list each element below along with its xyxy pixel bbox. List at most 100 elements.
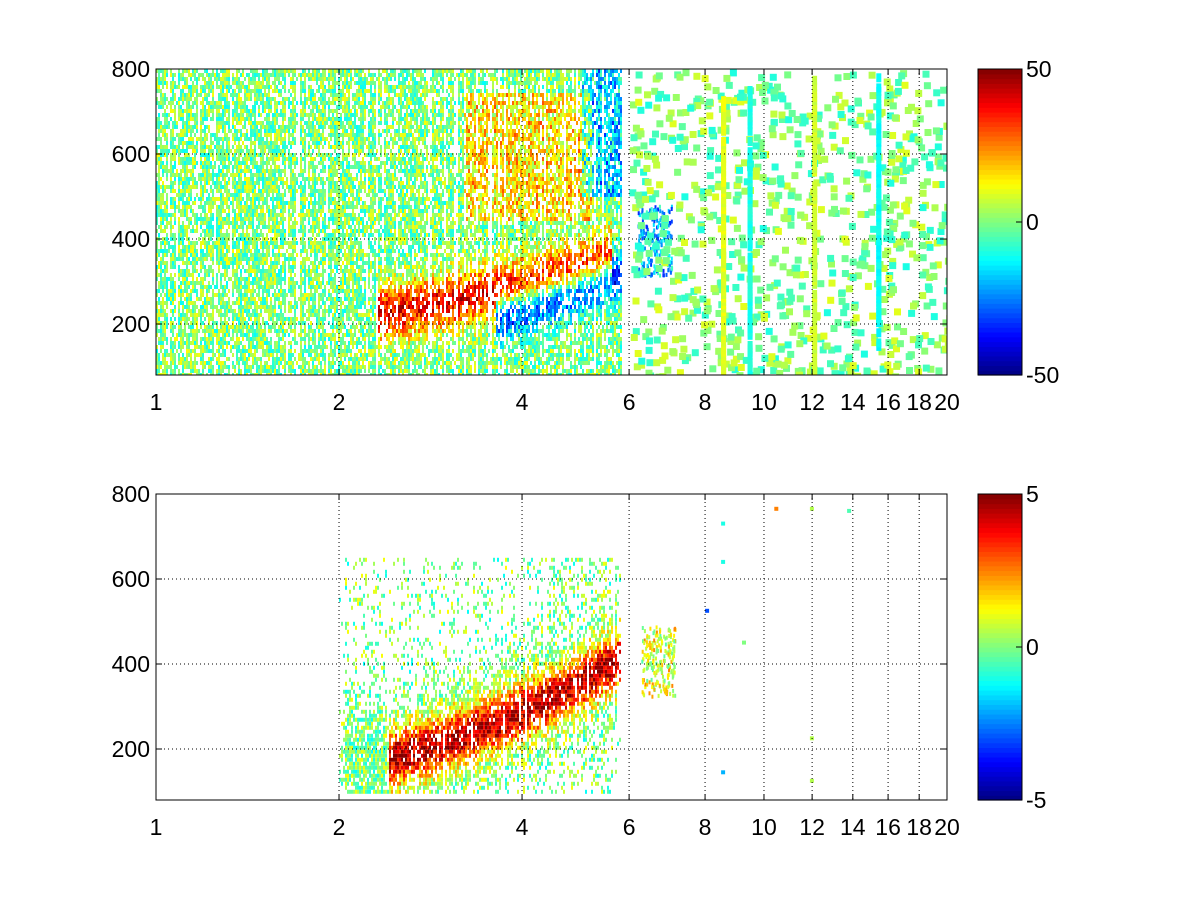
heatmap-cell bbox=[174, 249, 176, 253]
heatmap-cell bbox=[290, 69, 292, 73]
heatmap-cell bbox=[304, 121, 306, 125]
heatmap-cell bbox=[228, 129, 230, 133]
heatmap-cell bbox=[238, 301, 240, 305]
heatmap-cell bbox=[208, 357, 210, 361]
heatmap-cell bbox=[238, 181, 240, 185]
heatmap-cell bbox=[304, 89, 306, 93]
heatmap-cell bbox=[270, 297, 272, 301]
heatmap-cell bbox=[240, 285, 242, 289]
heatmap-cell bbox=[216, 121, 218, 125]
heatmap-cell bbox=[182, 317, 184, 321]
heatmap-cell bbox=[254, 253, 256, 257]
heatmap-cell bbox=[242, 241, 244, 245]
heatmap-cell bbox=[320, 293, 322, 297]
heatmap-cell bbox=[228, 193, 230, 197]
heatmap-cell bbox=[196, 121, 198, 125]
heatmap-cell bbox=[196, 229, 198, 233]
heatmap-cell bbox=[222, 369, 224, 373]
heatmap-cell bbox=[300, 221, 302, 225]
heatmap-cell bbox=[310, 293, 312, 297]
heatmap-cell bbox=[270, 153, 272, 157]
heatmap-cell bbox=[248, 169, 250, 173]
heatmap-cell bbox=[290, 189, 292, 193]
heatmap-cell bbox=[300, 117, 302, 121]
heatmap-cell bbox=[234, 93, 236, 97]
heatmap-cell bbox=[182, 365, 184, 369]
heatmap-cell bbox=[228, 101, 230, 105]
heatmap-cell bbox=[180, 193, 182, 197]
heatmap-cell bbox=[294, 293, 296, 297]
heatmap-cell bbox=[280, 205, 282, 209]
heatmap-cell bbox=[196, 257, 198, 261]
heatmap-cell bbox=[240, 257, 242, 261]
heatmap-cell bbox=[330, 249, 332, 253]
heatmap-cell bbox=[184, 361, 186, 365]
heatmap-cell bbox=[194, 177, 196, 181]
heatmap-cell bbox=[272, 157, 274, 161]
heatmap-cell bbox=[162, 309, 164, 313]
heatmap-cell bbox=[320, 189, 322, 193]
heatmap-cell bbox=[300, 113, 302, 117]
heatmap-cell bbox=[274, 81, 276, 85]
heatmap-cell bbox=[218, 349, 220, 353]
heatmap-cell bbox=[276, 277, 278, 281]
heatmap-cell bbox=[204, 269, 206, 273]
heatmap-cell bbox=[206, 233, 208, 237]
heatmap-cell bbox=[186, 113, 188, 117]
heatmap-cell bbox=[230, 85, 232, 89]
heatmap-cell bbox=[254, 345, 256, 349]
heatmap-cell bbox=[324, 313, 326, 317]
heatmap-cell bbox=[312, 141, 314, 145]
heatmap-cell bbox=[240, 201, 242, 205]
heatmap-cell bbox=[310, 273, 312, 277]
heatmap-cell bbox=[292, 97, 294, 101]
heatmap-cell bbox=[290, 233, 292, 237]
heatmap-cell bbox=[158, 125, 160, 129]
heatmap-cell bbox=[270, 169, 272, 173]
heatmap-cell bbox=[314, 125, 316, 129]
heatmap-cell bbox=[274, 185, 276, 189]
heatmap-cell bbox=[260, 93, 262, 97]
heatmap-cell bbox=[268, 293, 270, 297]
heatmap-cell bbox=[322, 157, 324, 161]
heatmap-cell bbox=[158, 209, 160, 213]
heatmap-cell bbox=[216, 185, 218, 189]
heatmap-cell bbox=[186, 105, 188, 109]
heatmap-cell bbox=[262, 153, 264, 157]
heatmap-cell bbox=[184, 245, 186, 249]
heatmap-cell bbox=[300, 353, 302, 357]
heatmap-cell bbox=[210, 213, 212, 217]
heatmap-cell bbox=[156, 69, 158, 73]
heatmap-cell bbox=[158, 365, 160, 369]
heatmap-cell bbox=[282, 253, 284, 257]
heatmap-cell bbox=[252, 337, 254, 341]
heatmap-cell bbox=[288, 349, 290, 353]
heatmap-cell bbox=[186, 305, 188, 309]
heatmap-cell bbox=[326, 233, 328, 237]
heatmap-cell bbox=[272, 121, 274, 125]
heatmap-cell bbox=[156, 349, 158, 353]
heatmap-cell bbox=[306, 97, 308, 101]
heatmap-cell bbox=[290, 141, 292, 145]
heatmap-cell bbox=[258, 317, 260, 321]
heatmap-cell bbox=[306, 297, 308, 301]
heatmap-cell bbox=[332, 121, 334, 125]
heatmap-cell bbox=[258, 297, 260, 301]
heatmap-cell bbox=[220, 365, 222, 369]
heatmap-cell bbox=[274, 205, 276, 209]
heatmap-cell bbox=[162, 281, 164, 285]
heatmap-cell bbox=[224, 177, 226, 181]
heatmap-cell bbox=[332, 277, 334, 281]
heatmap-cell bbox=[332, 229, 334, 233]
heatmap-cell bbox=[302, 113, 304, 117]
heatmap-cell bbox=[206, 341, 208, 345]
heatmap-cell bbox=[334, 289, 336, 293]
heatmap-cell bbox=[218, 265, 220, 269]
heatmap-cell bbox=[200, 337, 202, 341]
heatmap-cell bbox=[212, 157, 214, 161]
heatmap-cell bbox=[166, 253, 168, 257]
heatmap-cell bbox=[302, 277, 304, 281]
heatmap-cell bbox=[278, 325, 280, 329]
heatmap-cell bbox=[314, 337, 316, 341]
heatmap-cell bbox=[292, 81, 294, 85]
